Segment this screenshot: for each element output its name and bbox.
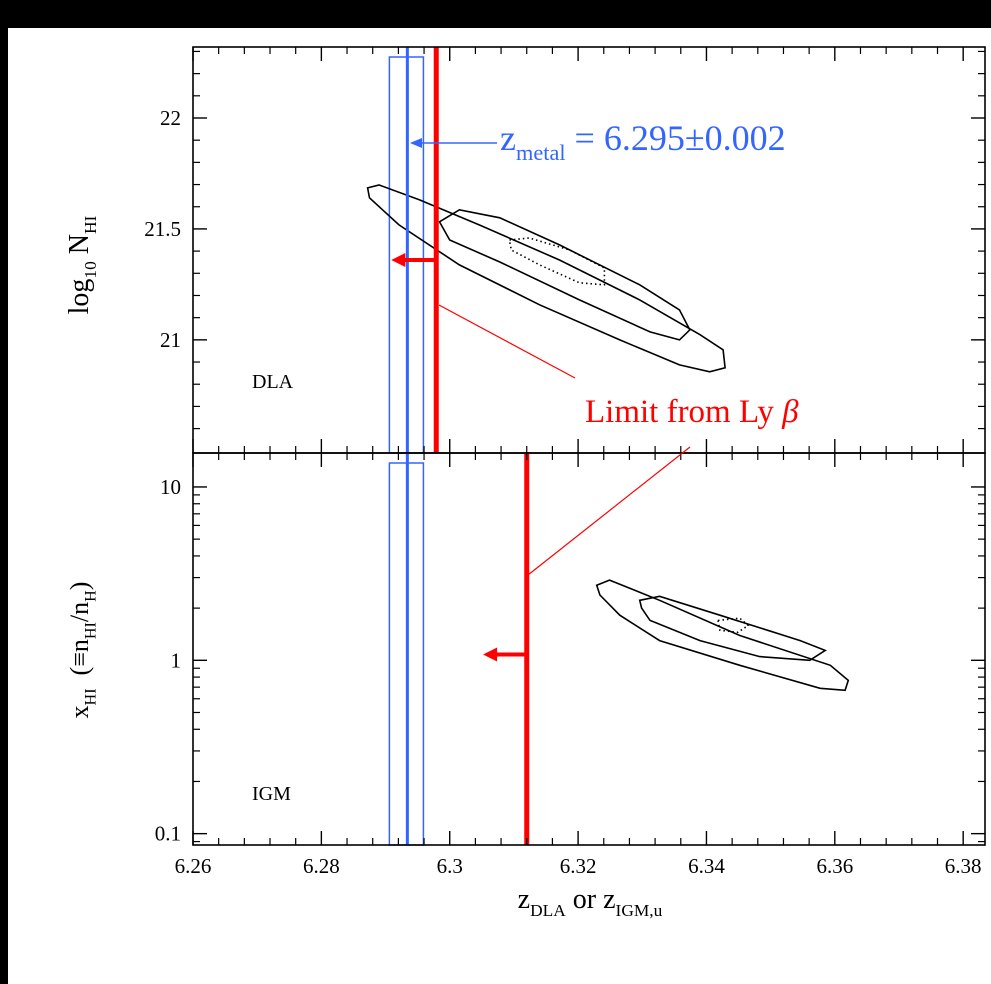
text-part: (≡n [65,639,94,688]
y-tick-label: 21 [160,328,181,352]
text-part: Limit from Ly [585,394,782,430]
y-tick-label: 21.5 [144,217,181,241]
y-axis-label: xHI (≡nHI/nH) [65,582,99,719]
contour [717,617,750,634]
x-tick-label: 6.26 [175,854,212,878]
plot-layer: 21 21.5 22 0.1 1 10 6.26 6.28 6.3 6.32 6.34 6.36 6.3… [144,46,986,878]
text-part: ) [65,582,94,591]
x-tick-label: 6.36 [816,854,853,878]
text-part: = 6.295±0.002 [566,118,786,158]
x-tick-label: 6.38 [945,854,982,878]
text-part: IGM [252,783,291,805]
text-part: z [518,884,530,915]
panel-label: IGM [252,783,291,805]
text-part: H [82,590,99,602]
text-part: or [566,884,603,915]
x-tick-label: 6.34 [688,854,725,878]
text-part: HI [82,622,99,639]
panel-label: DLA [252,371,294,393]
text-part: N [64,234,95,261]
contour [508,237,606,286]
y-tick-label: 10 [160,475,181,499]
arrow-head [391,252,406,267]
leader-line [438,304,576,379]
text-part: β [781,394,799,430]
text-part: DLA [252,371,294,393]
y-tick-label: 22 [160,106,181,130]
x-axis-label: zDLA or zIGM,u [518,884,663,920]
annotation: zmetal = 6.295±0.002 [500,118,786,165]
y-tick-label: 0.1 [155,822,181,846]
arrow-head [483,647,498,662]
y-tick-label: 1 [171,648,182,672]
text-part: DLA [530,901,566,920]
contour [595,579,850,692]
text-part: HI [82,688,99,705]
text-part: metal [516,140,566,165]
text-part: log [64,279,95,315]
plot-frame [192,452,986,846]
y-axis-label: log10 NHI [64,215,100,314]
text-part: 10 [81,261,100,279]
leader-arrowhead [410,138,422,148]
text-part: HI [81,215,100,234]
text-part: IGM,u [616,901,663,920]
leader-line [527,446,691,576]
contour [638,595,827,662]
text-part: x [65,705,94,718]
contour [438,208,691,341]
annotation: Limit from Ly β [585,394,799,430]
text-part: /n [65,602,94,622]
x-tick-label: 6.28 [303,854,340,878]
x-tick-label: 6.3 [437,854,463,878]
text-part: z [603,884,615,915]
x-tick-label: 6.32 [560,854,597,878]
plot-background [8,28,991,984]
contour [366,184,726,373]
text-part: z [500,118,516,158]
